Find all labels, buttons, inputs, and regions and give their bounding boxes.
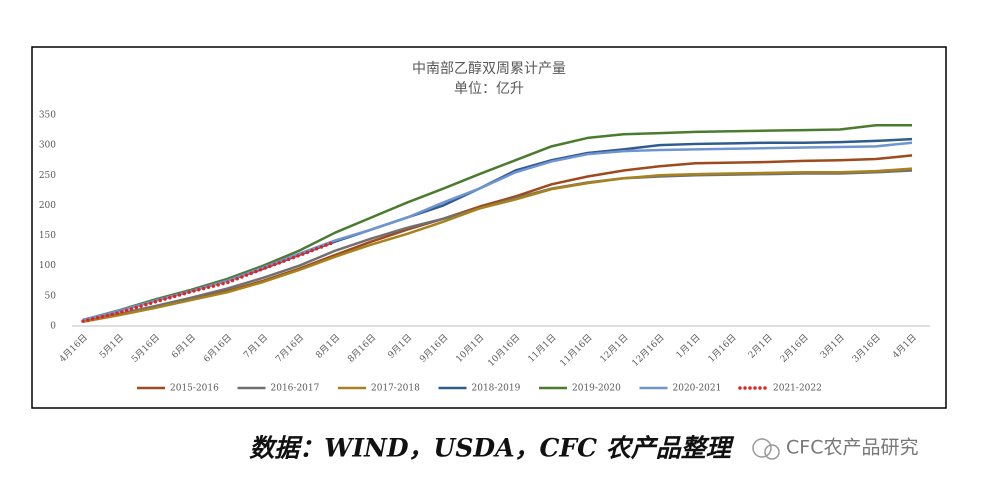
watermark-icon xyxy=(752,438,780,460)
legend-label: 2020-2021 xyxy=(673,384,722,394)
series-line xyxy=(82,123,912,322)
y-tick-label: 50 xyxy=(45,291,57,301)
series-line xyxy=(81,239,338,323)
y-tick-label: 100 xyxy=(39,261,56,271)
y-tick-label: 0 xyxy=(50,322,56,332)
legend-label: 2017-2018 xyxy=(371,384,420,394)
y-tick-label: 350 xyxy=(39,111,56,121)
chart-title: 中南部乙醇双周累计产量 xyxy=(412,60,566,77)
legend-label: 2019-2020 xyxy=(572,384,621,394)
y-tick-label: 250 xyxy=(39,171,56,181)
legend-label: 2021-2022 xyxy=(773,384,822,394)
watermark: CFC农产品研究 xyxy=(786,437,918,459)
y-tick-label: 200 xyxy=(39,201,56,211)
legend-label: 2018-2019 xyxy=(472,384,521,394)
legend-label: 2015-2016 xyxy=(170,384,219,394)
y-tick-label: 300 xyxy=(39,141,56,151)
y-tick-label: 150 xyxy=(39,231,56,241)
series-line xyxy=(82,141,913,322)
legend-label: 2016-2017 xyxy=(271,384,320,394)
chart-frame xyxy=(31,46,947,409)
series-line xyxy=(82,167,913,324)
chart-subtitle: 单位：亿升 xyxy=(454,81,524,97)
source-note: 数据：WIND，USDA，CFC 农产品整理 xyxy=(249,434,734,463)
